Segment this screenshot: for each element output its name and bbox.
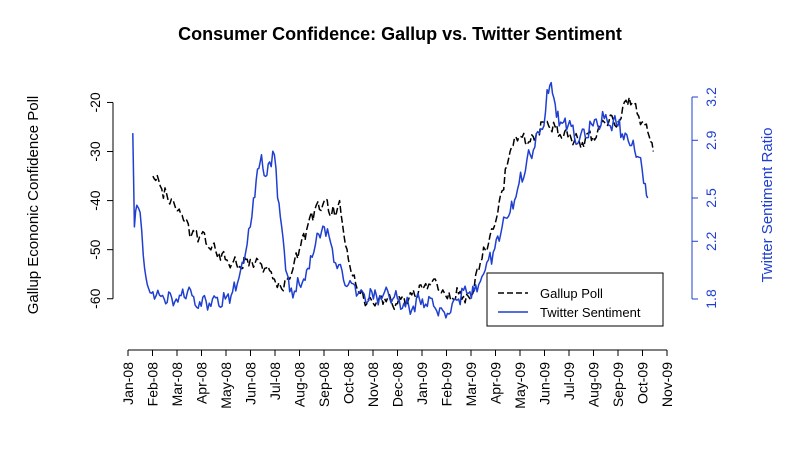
y-left-tick-label: -60: [87, 288, 103, 308]
right-axis: 1.8 2.2 2.5 2.9 3.2: [691, 87, 719, 309]
x-tick-label: Jan-09: [414, 362, 430, 405]
x-tick-label: Apr-08: [194, 362, 210, 404]
x-tick-label: Oct-08: [341, 362, 357, 404]
legend-box: [486, 272, 664, 327]
plot-lines: [132, 81, 655, 319]
x-tick-label: Apr-09: [488, 362, 504, 404]
x-tick-label: Jul-09: [561, 362, 577, 400]
x-axis: Jan-08 Feb-08 Mar-08 Apr-08 May-08 Jun-08 Jul-…: [120, 349, 675, 409]
chart-title: Consumer Confidence: Gallup vs. Twitter …: [178, 24, 622, 44]
legend-entry-gallup: Gallup Poll: [540, 286, 603, 301]
x-tick-label: Aug-09: [586, 362, 602, 407]
x-tick-label: Feb-09: [439, 362, 455, 407]
y-left-tick-label: -40: [87, 190, 103, 210]
y-left-axis-label: Gallup Econonic Confidence Poll: [25, 96, 42, 314]
y-right-tick-label: 3.2: [703, 87, 719, 107]
y-left-tick-label: -50: [87, 239, 103, 259]
y-right-tick-label: 2.2: [703, 231, 719, 251]
y-right-tick-label: 2.9: [703, 130, 719, 150]
x-tick-label: Aug-08: [292, 362, 308, 407]
x-tick-label: Mar-08: [169, 362, 185, 407]
x-tick-label: Feb-08: [145, 362, 161, 407]
y-left-tick-label: -30: [87, 141, 103, 161]
x-tick-label: Jan-08: [120, 362, 136, 405]
x-tick-label: Jun-09: [537, 362, 553, 405]
left-axis: -60 -50 -40 -30 -20: [87, 92, 114, 309]
x-tick-label: Sep-09: [610, 362, 626, 407]
y-left-tick-label: -20: [87, 92, 103, 112]
x-tick-label: Sep-08: [316, 362, 332, 407]
legend-entry-twitter: Twitter Sentiment: [540, 305, 641, 320]
legend: Gallup Poll Twitter Sentiment: [486, 272, 664, 327]
x-tick-label: Dec-08: [390, 362, 406, 407]
x-tick-label: Oct-09: [635, 362, 651, 404]
series-line-gallup: [152, 96, 655, 311]
x-tick-label: Jun-08: [243, 362, 259, 405]
x-tick-label: May-09: [512, 362, 528, 409]
x-tick-label: Jul-08: [267, 362, 283, 400]
y-right-tick-label: 2.5: [703, 188, 719, 208]
y-right-axis-label: Twitter Sentiment Ratio: [759, 127, 776, 282]
x-tick-label: Nov-09: [659, 362, 675, 407]
y-right-tick-label: 1.8: [703, 289, 719, 309]
x-tick-label: Mar-09: [463, 362, 479, 407]
x-tick-label: Nov-08: [365, 362, 381, 407]
x-tick-label: May-08: [218, 362, 234, 409]
series-line-twitter: [132, 81, 649, 319]
